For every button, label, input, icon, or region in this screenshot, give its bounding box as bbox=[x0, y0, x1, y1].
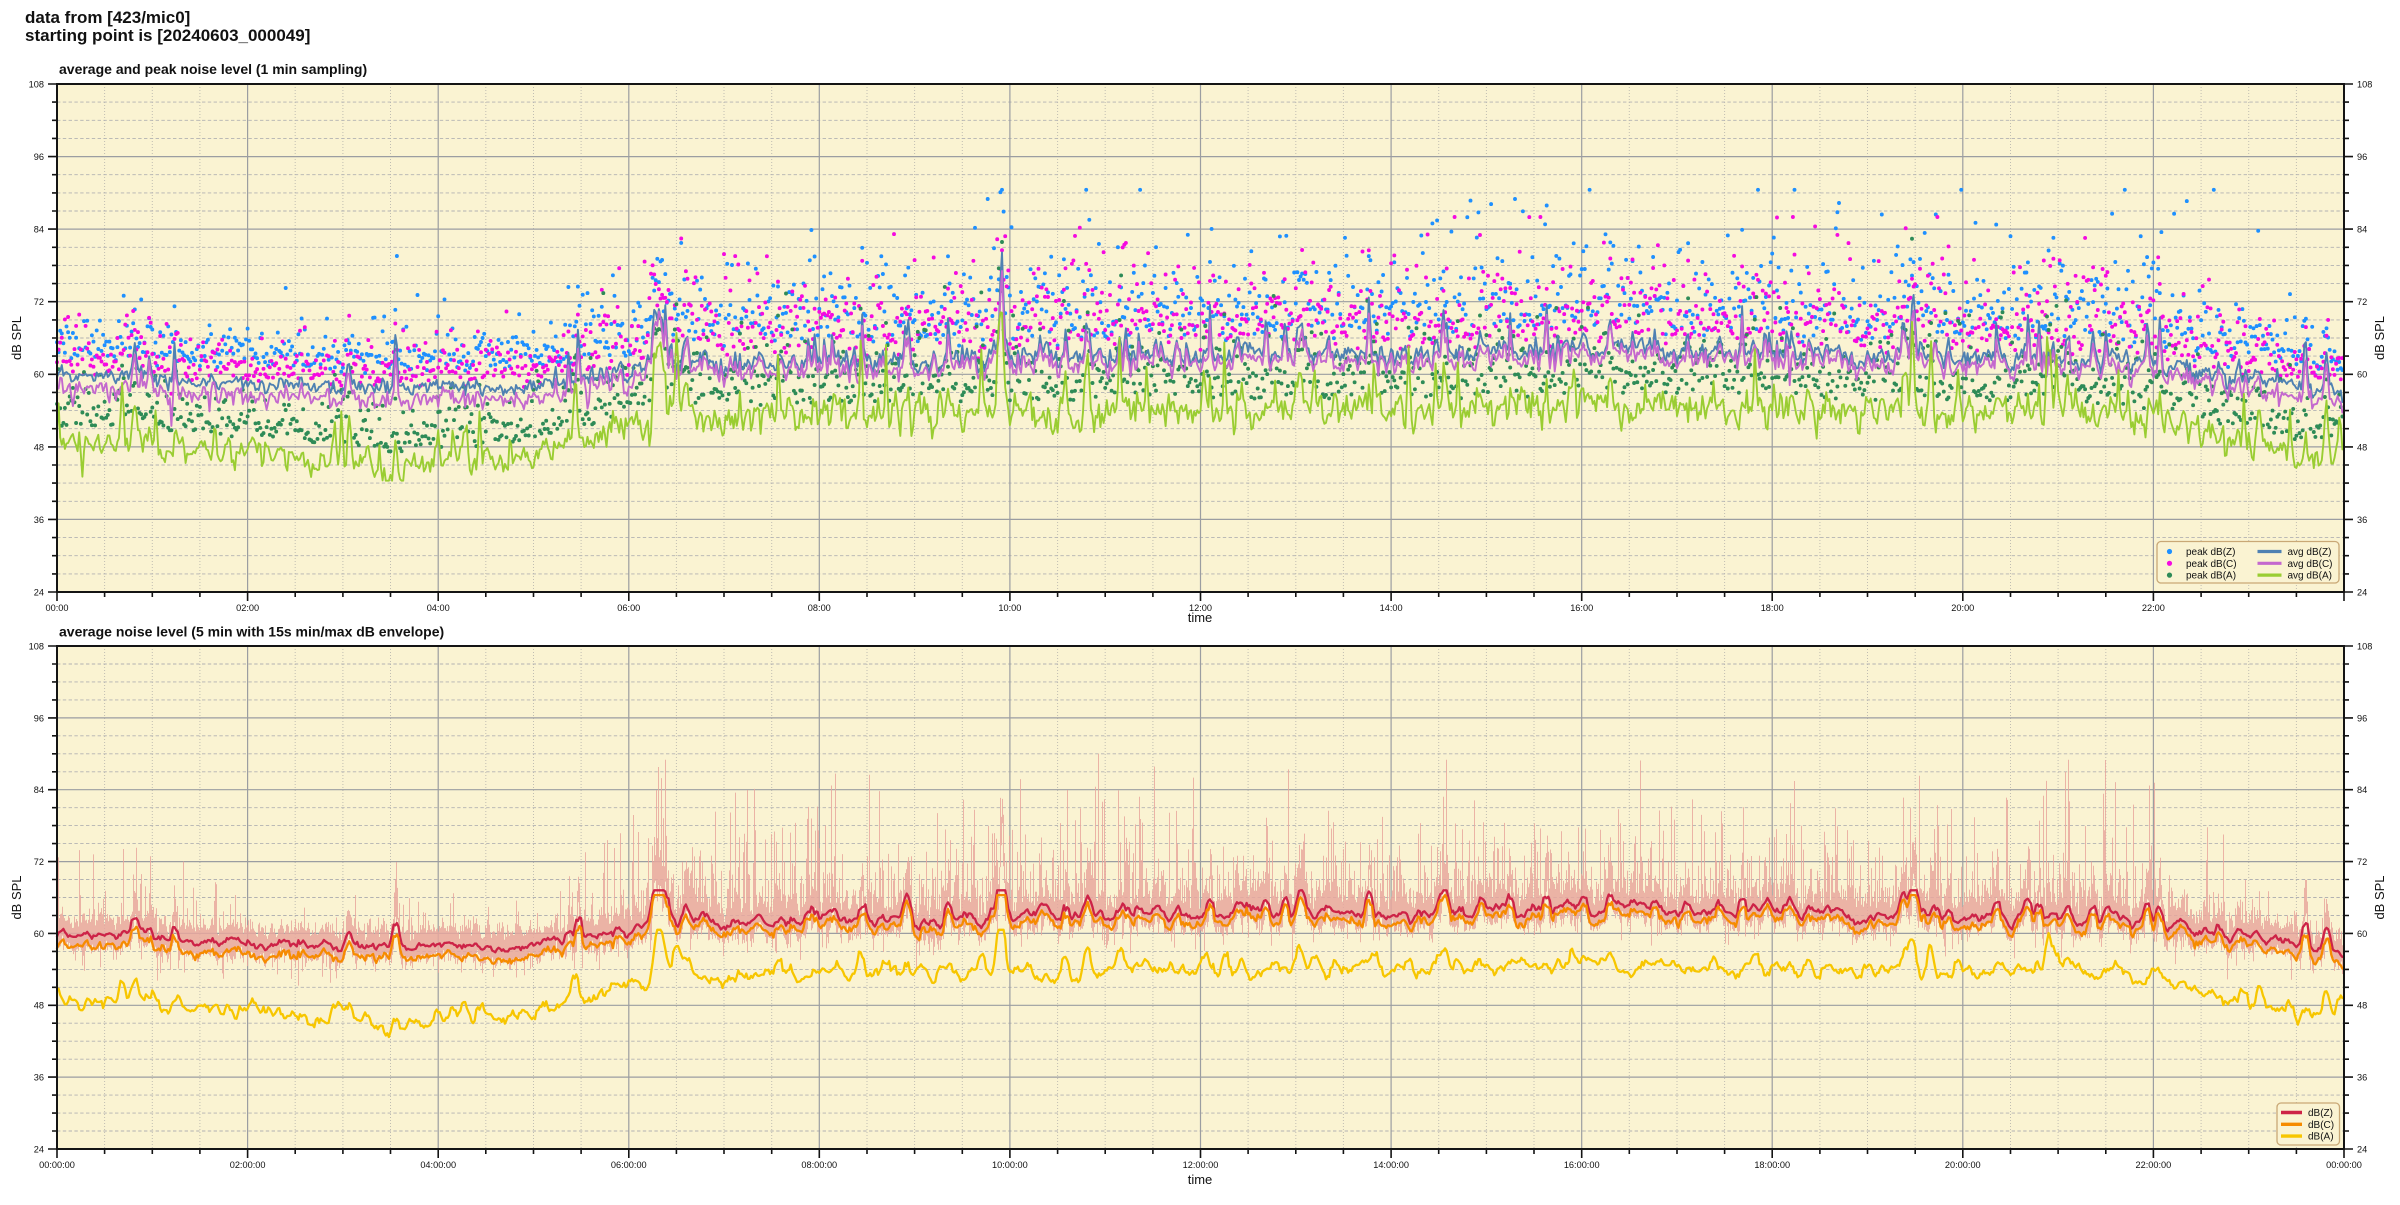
svg-text:20:00:00: 20:00:00 bbox=[1945, 1160, 1981, 1170]
svg-text:60: 60 bbox=[34, 370, 44, 380]
svg-text:22:00:00: 22:00:00 bbox=[2136, 1160, 2172, 1170]
svg-text:peak dB(A): peak dB(A) bbox=[2186, 571, 2236, 582]
svg-text:96: 96 bbox=[34, 152, 44, 162]
svg-text:20:00: 20:00 bbox=[1951, 603, 1974, 613]
svg-text:108: 108 bbox=[2357, 641, 2372, 651]
svg-text:48: 48 bbox=[2357, 442, 2367, 452]
svg-text:avg dB(A): avg dB(A) bbox=[2288, 571, 2332, 582]
svg-text:16:00: 16:00 bbox=[1570, 603, 1593, 613]
svg-text:48: 48 bbox=[34, 1001, 44, 1011]
svg-text:48: 48 bbox=[34, 442, 44, 452]
svg-text:48: 48 bbox=[2357, 1001, 2367, 1011]
svg-text:04:00: 04:00 bbox=[427, 603, 450, 613]
svg-text:72: 72 bbox=[34, 297, 44, 307]
svg-text:84: 84 bbox=[2357, 225, 2367, 235]
svg-text:dB(C): dB(C) bbox=[2308, 1120, 2334, 1131]
svg-text:18:00:00: 18:00:00 bbox=[1754, 1160, 1790, 1170]
svg-text:time: time bbox=[1188, 610, 1213, 625]
svg-text:data from [423/mic0]: data from [423/mic0] bbox=[25, 8, 190, 27]
svg-text:avg dB(C): avg dB(C) bbox=[2288, 559, 2333, 570]
svg-text:22:00: 22:00 bbox=[2142, 603, 2165, 613]
svg-text:24: 24 bbox=[34, 1144, 44, 1154]
svg-text:dB SPL: dB SPL bbox=[2372, 875, 2387, 919]
svg-text:00:00: 00:00 bbox=[46, 603, 69, 613]
svg-text:84: 84 bbox=[34, 225, 44, 235]
svg-text:36: 36 bbox=[34, 1073, 44, 1083]
svg-text:60: 60 bbox=[2357, 370, 2367, 380]
svg-text:08:00:00: 08:00:00 bbox=[801, 1160, 837, 1170]
svg-text:dB SPL: dB SPL bbox=[2372, 316, 2387, 360]
svg-text:84: 84 bbox=[34, 785, 44, 795]
svg-text:36: 36 bbox=[34, 515, 44, 525]
svg-text:dB(Z): dB(Z) bbox=[2308, 1108, 2333, 1119]
svg-text:14:00: 14:00 bbox=[1380, 603, 1403, 613]
svg-text:starting point is [20240603_00: starting point is [20240603_000049] bbox=[25, 26, 310, 45]
svg-text:108: 108 bbox=[29, 79, 44, 89]
svg-text:72: 72 bbox=[2357, 857, 2367, 867]
svg-text:dB(A): dB(A) bbox=[2308, 1132, 2334, 1143]
svg-text:average and peak noise level (: average and peak noise level (1 min samp… bbox=[59, 61, 367, 77]
svg-text:08:00: 08:00 bbox=[808, 603, 831, 613]
svg-text:10:00:00: 10:00:00 bbox=[992, 1160, 1028, 1170]
svg-text:24: 24 bbox=[2357, 1144, 2367, 1154]
svg-text:84: 84 bbox=[2357, 785, 2367, 795]
svg-text:36: 36 bbox=[2357, 1073, 2367, 1083]
svg-text:time: time bbox=[1188, 1172, 1213, 1187]
svg-text:60: 60 bbox=[34, 929, 44, 939]
svg-text:24: 24 bbox=[34, 587, 44, 597]
svg-text:10:00: 10:00 bbox=[998, 603, 1021, 613]
svg-text:dB SPL: dB SPL bbox=[9, 875, 24, 919]
svg-text:dB SPL: dB SPL bbox=[9, 316, 24, 360]
svg-text:108: 108 bbox=[29, 641, 44, 651]
svg-text:04:00:00: 04:00:00 bbox=[420, 1160, 456, 1170]
svg-text:00:00:00: 00:00:00 bbox=[2326, 1160, 2362, 1170]
svg-text:12:00: 12:00 bbox=[1189, 603, 1212, 613]
svg-text:14:00:00: 14:00:00 bbox=[1373, 1160, 1409, 1170]
svg-text:peak dB(C): peak dB(C) bbox=[2186, 559, 2237, 570]
svg-text:96: 96 bbox=[2357, 152, 2367, 162]
svg-text:36: 36 bbox=[2357, 515, 2367, 525]
svg-text:12:00:00: 12:00:00 bbox=[1183, 1160, 1219, 1170]
svg-text:60: 60 bbox=[2357, 929, 2367, 939]
svg-text:average noise level (5 min wit: average noise level (5 min with 15s min/… bbox=[59, 624, 444, 640]
svg-text:06:00: 06:00 bbox=[617, 603, 640, 613]
svg-text:16:00:00: 16:00:00 bbox=[1564, 1160, 1600, 1170]
svg-text:108: 108 bbox=[2357, 79, 2372, 89]
svg-text:00:00:00: 00:00:00 bbox=[39, 1160, 75, 1170]
svg-text:72: 72 bbox=[34, 857, 44, 867]
svg-text:18:00: 18:00 bbox=[1761, 603, 1784, 613]
svg-text:96: 96 bbox=[34, 713, 44, 723]
svg-text:24: 24 bbox=[2357, 587, 2367, 597]
svg-text:96: 96 bbox=[2357, 713, 2367, 723]
svg-text:peak dB(Z): peak dB(Z) bbox=[2186, 547, 2235, 558]
svg-text:02:00: 02:00 bbox=[236, 603, 259, 613]
svg-text:06:00:00: 06:00:00 bbox=[611, 1160, 647, 1170]
svg-text:02:00:00: 02:00:00 bbox=[230, 1160, 266, 1170]
svg-text:72: 72 bbox=[2357, 297, 2367, 307]
svg-text:avg dB(Z): avg dB(Z) bbox=[2288, 547, 2332, 558]
